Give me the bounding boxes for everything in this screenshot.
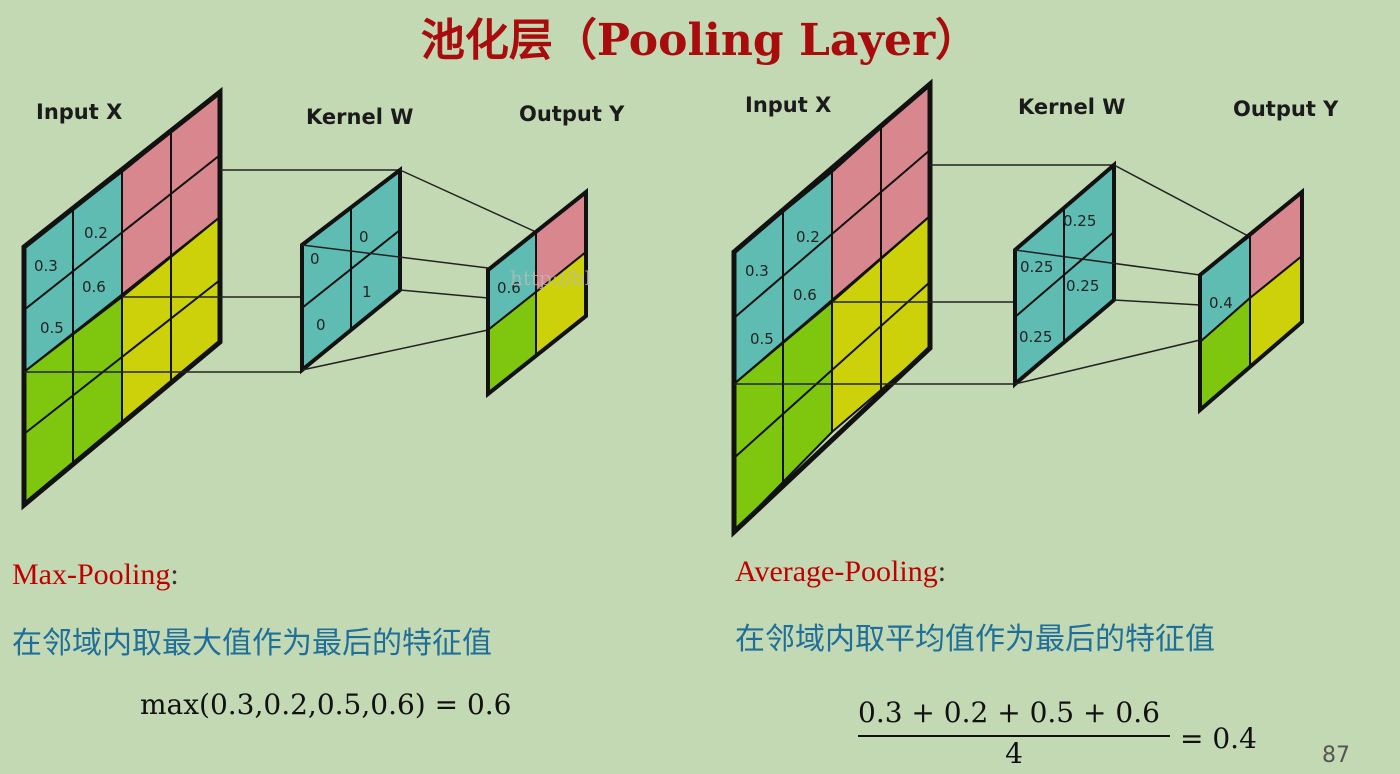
left-input-value-2: 0.3 bbox=[34, 257, 58, 275]
max-pooling-heading: Max-Pooling: bbox=[12, 558, 179, 592]
average-pooling-colon: : bbox=[937, 555, 947, 588]
right-kernel-value-2: 0.25 bbox=[1020, 258, 1053, 276]
right-output-label: Output Y bbox=[1233, 97, 1339, 121]
page-number: 87 bbox=[1322, 743, 1350, 768]
fraction-numerator: 0.3 + 0.2 + 0.5 + 0.6 bbox=[858, 696, 1160, 729]
right-input-grid bbox=[731, 78, 933, 538]
left-kernel-value-2: 0 bbox=[310, 250, 320, 268]
left-kernel-grid bbox=[300, 165, 402, 375]
right-input-value-4: 0.5 bbox=[750, 330, 774, 348]
left-connectors-2 bbox=[301, 169, 537, 371]
left-kernel-label: Kernel W bbox=[306, 105, 413, 129]
watermark-text: http://bl bbox=[510, 266, 591, 290]
right-input-value-3: 0.6 bbox=[793, 286, 817, 304]
left-input-value-3: 0.6 bbox=[82, 278, 106, 296]
right-kernel-value-4: 0.25 bbox=[1019, 328, 1052, 346]
right-input-value-1: 0.2 bbox=[796, 228, 820, 246]
max-pooling-formula: max(0.3,0.2,0.5,0.6) = 0.6 bbox=[140, 688, 512, 721]
max-pooling-description: 在邻域内取最大值作为最后的特征值 bbox=[12, 626, 492, 661]
right-output-value: 0.4 bbox=[1209, 294, 1233, 312]
slide-title: 池化层（Pooling Layer） bbox=[420, 15, 980, 66]
right-kernel-value-1: 0.25 bbox=[1063, 212, 1096, 230]
average-pooling-result: = 0.4 bbox=[1180, 722, 1257, 755]
left-diagram: 0.2 0.3 0.6 0.5 0 0 1 0 bbox=[21, 86, 625, 511]
right-kernel-value-3: 0.25 bbox=[1066, 277, 1099, 295]
right-kernel-label: Kernel W bbox=[1018, 95, 1125, 119]
average-pooling-description: 在邻域内取平均值作为最后的特征值 bbox=[735, 622, 1215, 657]
left-input-value-4: 0.5 bbox=[40, 319, 64, 337]
right-input-label: Input X bbox=[745, 93, 831, 117]
left-kernel-value-4: 0 bbox=[316, 316, 326, 334]
left-output-grid bbox=[486, 187, 588, 399]
left-input-value-1: 0.2 bbox=[84, 224, 108, 242]
pooling-diagrams: 0.2 0.3 0.6 0.5 0 0 1 0 bbox=[21, 78, 1339, 538]
right-input-value-2: 0.3 bbox=[745, 262, 769, 280]
left-input-grid bbox=[21, 86, 223, 511]
average-pooling-name: Average-Pooling bbox=[735, 555, 938, 588]
left-kernel-value-3: 1 bbox=[362, 283, 372, 301]
left-kernel-value-1: 0 bbox=[359, 228, 369, 246]
left-output-label: Output Y bbox=[519, 102, 625, 126]
fraction-bar bbox=[858, 735, 1170, 737]
average-pooling-heading: Average-Pooling: bbox=[735, 555, 946, 589]
right-output-grid bbox=[1198, 187, 1304, 415]
left-input-label: Input X bbox=[36, 100, 122, 124]
fraction-denominator: 4 bbox=[1005, 737, 1023, 770]
average-pooling-fraction: 0.3 + 0.2 + 0.5 + 0.6 4 bbox=[858, 696, 1170, 770]
right-diagram: 0.2 0.3 0.6 0.5 0.25 0.25 0.25 0.25 bbox=[731, 78, 1339, 538]
left-output-value: 0.6 bbox=[497, 279, 521, 297]
max-pooling-colon: : bbox=[170, 558, 179, 591]
right-connectors-2 bbox=[1014, 164, 1253, 385]
max-pooling-name: Max-Pooling bbox=[12, 558, 171, 591]
